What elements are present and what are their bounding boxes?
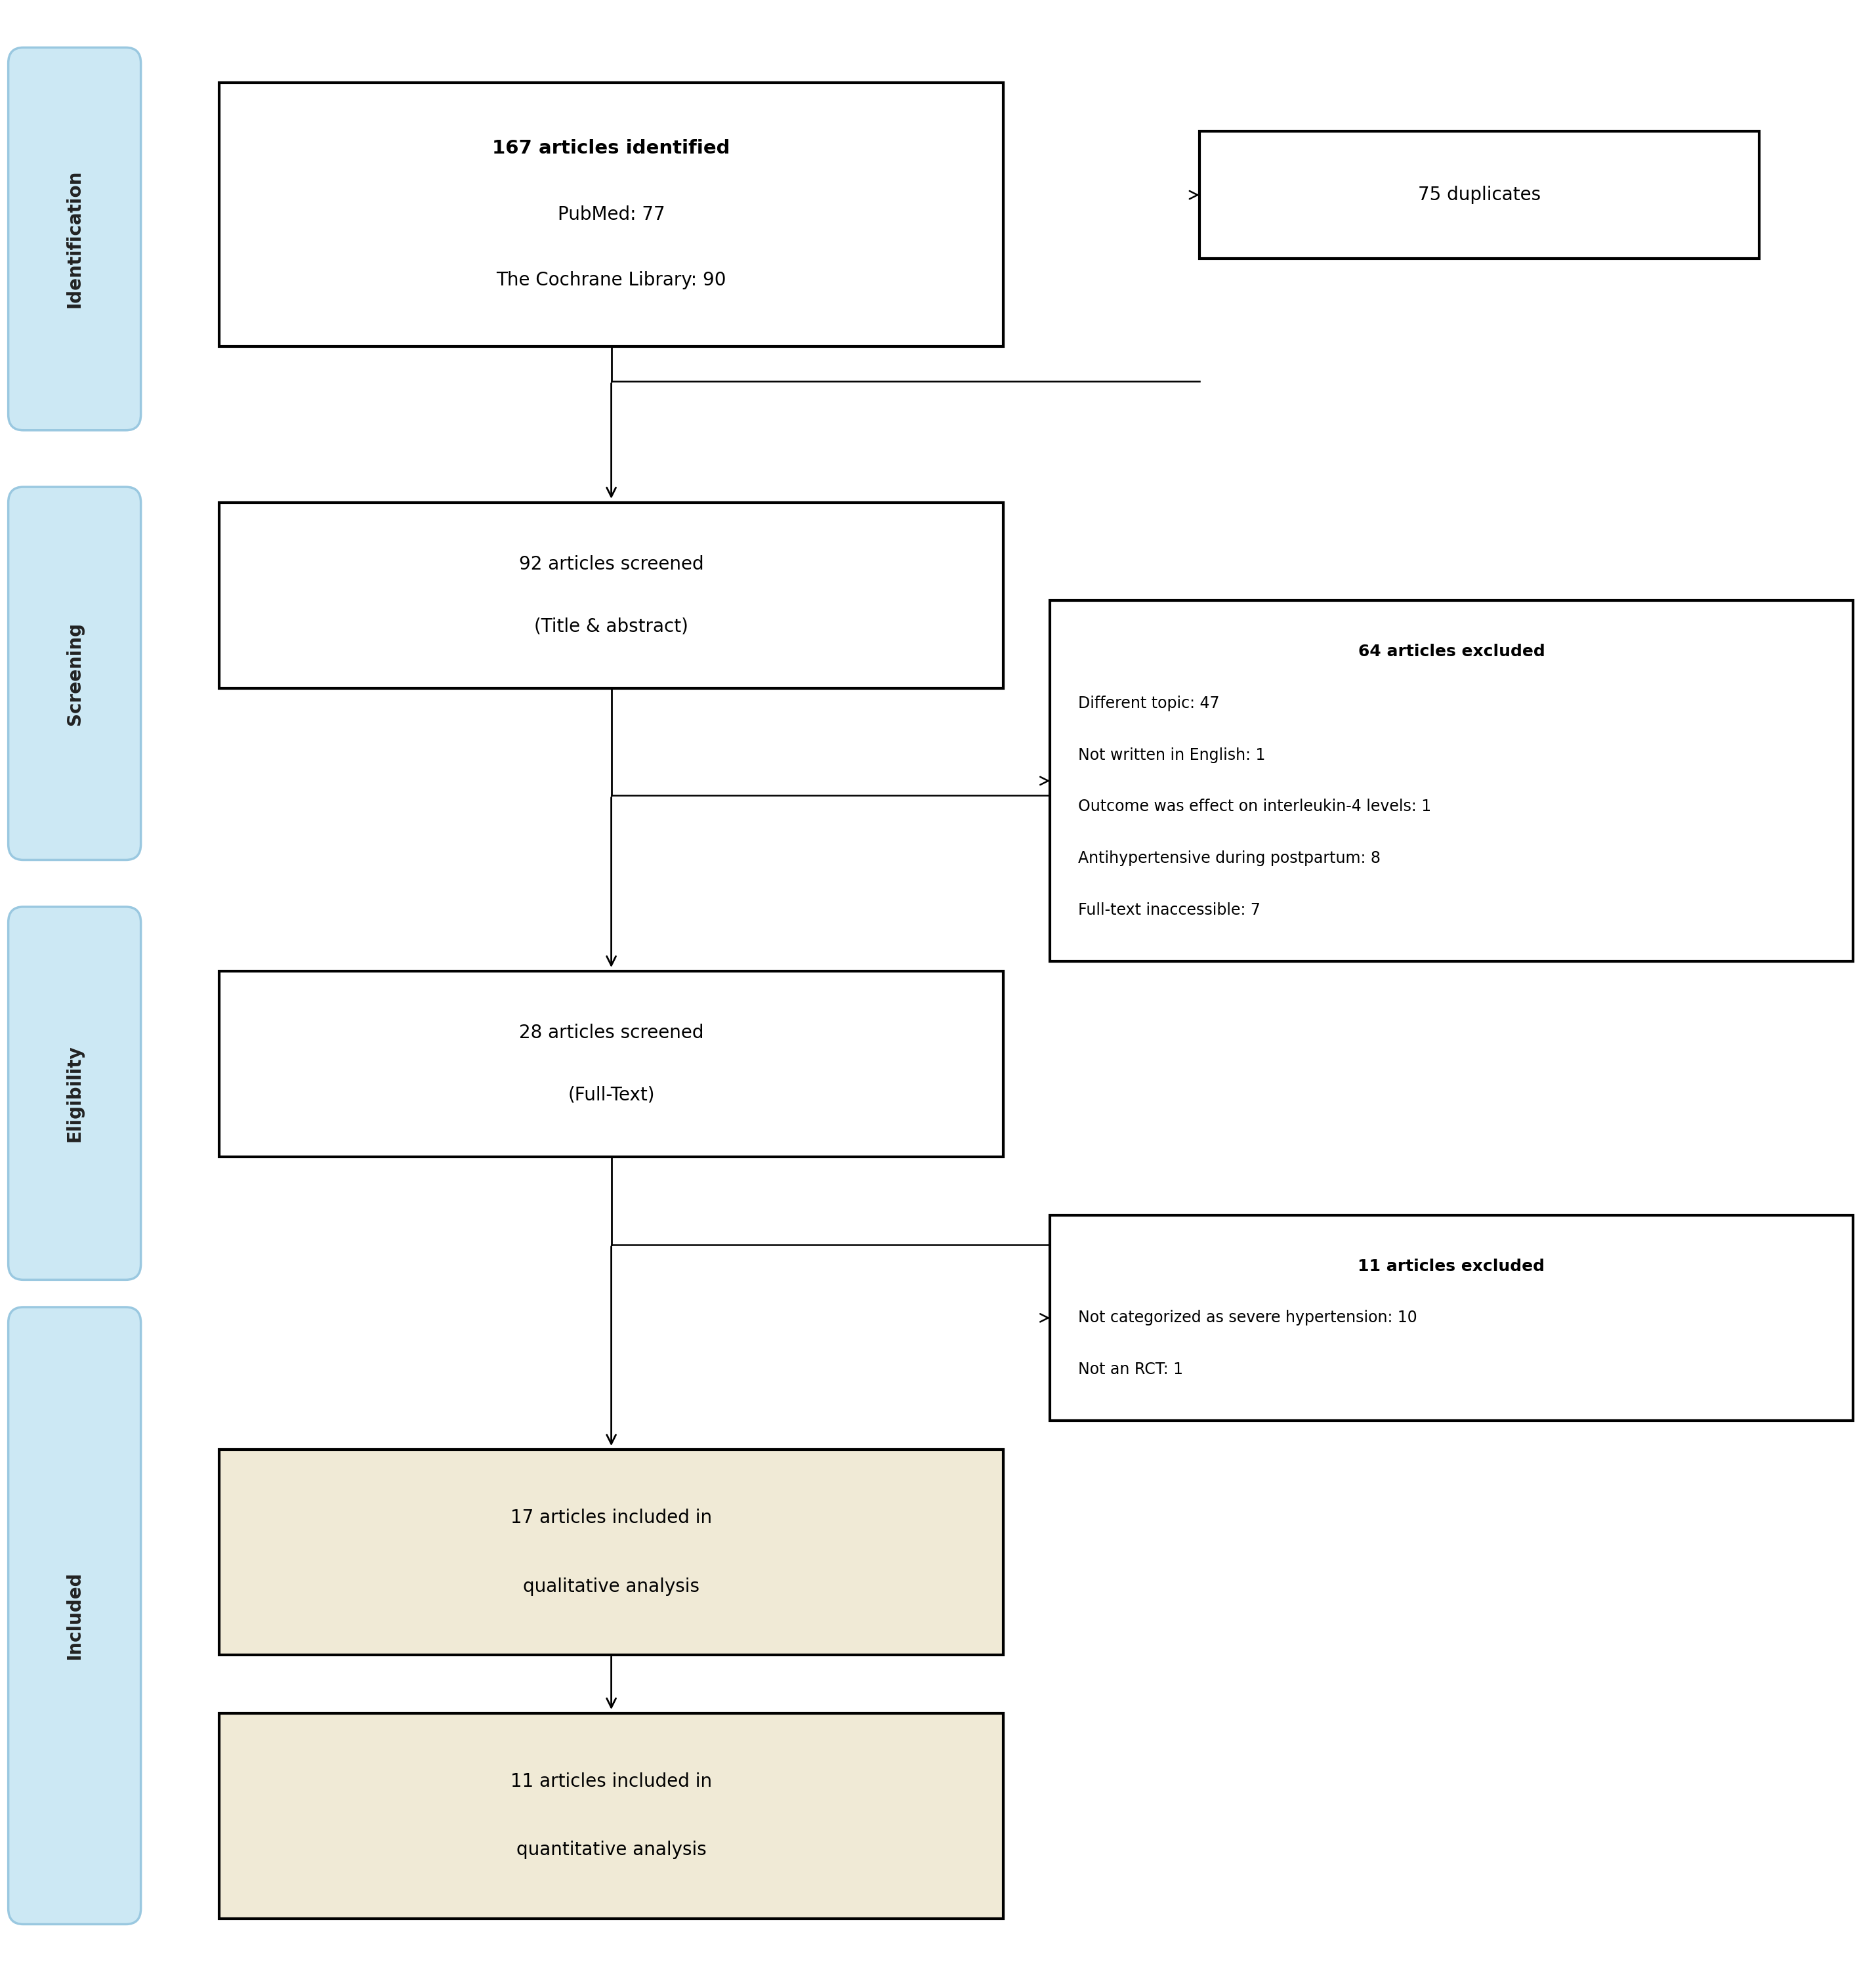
Text: Included: Included [66,1572,84,1660]
Text: 11 articles excluded: 11 articles excluded [1358,1260,1546,1275]
FancyBboxPatch shape [1051,600,1853,961]
FancyBboxPatch shape [8,1307,141,1925]
Text: 17 articles included in: 17 articles included in [510,1509,713,1526]
FancyBboxPatch shape [219,502,1004,689]
Text: quantitative analysis: quantitative analysis [516,1840,707,1860]
FancyBboxPatch shape [219,82,1004,347]
FancyBboxPatch shape [8,906,141,1279]
Text: qualitative analysis: qualitative analysis [523,1577,700,1595]
FancyBboxPatch shape [219,971,1004,1158]
Text: Different topic: 47: Different topic: 47 [1079,697,1219,712]
Text: 167 articles identified: 167 articles identified [492,139,730,157]
Text: 28 articles screened: 28 articles screened [520,1024,704,1042]
Text: Full-text inaccessible: 7: Full-text inaccessible: 7 [1079,903,1261,918]
Text: 64 articles excluded: 64 articles excluded [1358,644,1544,659]
Text: Not written in English: 1: Not written in English: 1 [1079,748,1264,763]
Text: Identification: Identification [66,171,84,308]
Text: Eligibility: Eligibility [66,1046,84,1142]
FancyBboxPatch shape [8,47,141,430]
Text: Not an RCT: 1: Not an RCT: 1 [1079,1362,1184,1377]
FancyBboxPatch shape [219,1713,1004,1919]
FancyBboxPatch shape [1199,131,1760,259]
Text: PubMed: 77: PubMed: 77 [557,206,664,224]
Text: 92 articles screened: 92 articles screened [520,555,704,573]
Text: Antihypertensive during postpartum: 8: Antihypertensive during postpartum: 8 [1079,850,1381,865]
Text: 75 duplicates: 75 duplicates [1418,186,1540,204]
Text: Outcome was effect on interleukin-4 levels: 1: Outcome was effect on interleukin-4 leve… [1079,799,1431,814]
Text: Screening: Screening [66,622,84,724]
Text: 11 articles included in: 11 articles included in [510,1772,713,1791]
Text: (Full-Text): (Full-Text) [568,1085,655,1105]
Text: The Cochrane Library: 90: The Cochrane Library: 90 [497,271,726,290]
FancyBboxPatch shape [219,1450,1004,1654]
Text: (Title & abstract): (Title & abstract) [535,616,688,636]
FancyBboxPatch shape [8,487,141,859]
Text: Not categorized as severe hypertension: 10: Not categorized as severe hypertension: … [1079,1311,1416,1326]
FancyBboxPatch shape [1051,1214,1853,1420]
